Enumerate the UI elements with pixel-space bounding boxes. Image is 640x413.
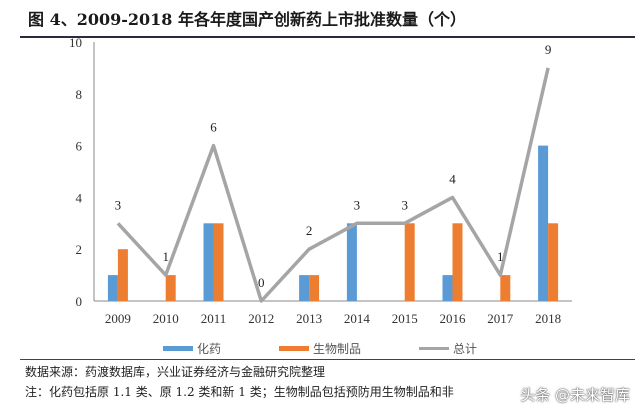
total-data-label: 6	[210, 120, 217, 135]
total-data-label: 0	[258, 275, 265, 290]
x-tick-label: 2015	[392, 311, 418, 326]
bar-chem	[299, 275, 310, 301]
legend-item-bio: 生物制品	[278, 340, 361, 357]
total-data-label: 1	[497, 249, 504, 264]
total-data-label: 3	[115, 197, 122, 212]
x-tick-label: 2017	[487, 311, 514, 326]
source-note: 数据来源：药渡数据库，兴业证券经济与金融研究院整理	[25, 365, 326, 379]
footnote: 注：化药包括原 1.1 类、原 1.2 类和新 1 类；生物制品包括预防用生物制…	[25, 385, 454, 399]
legend-label: 化药	[196, 342, 221, 356]
x-tick-label: 2018	[535, 311, 561, 326]
bar-bio	[548, 223, 559, 301]
y-tick-label: 10	[69, 35, 82, 50]
bar-bio	[309, 275, 320, 301]
total-data-label: 3	[354, 197, 361, 212]
total-line	[116, 67, 550, 303]
total-data-label: 1	[162, 249, 169, 264]
y-tick-label: 8	[76, 87, 83, 102]
legend-label: 生物制品	[312, 342, 361, 356]
legend-item-total: 总计	[419, 340, 477, 357]
x-tick-label: 2010	[153, 311, 179, 326]
bar-chem	[346, 223, 357, 301]
legend-label: 总计	[453, 342, 478, 356]
total-data-label: 4	[449, 171, 456, 186]
bar-bio	[117, 249, 128, 301]
total-data-label: 2	[306, 223, 313, 238]
bar-chem	[538, 145, 549, 301]
legend-swatch	[278, 346, 309, 351]
bar-bio	[404, 223, 415, 301]
legend: 化药 生物制品 总计	[0, 340, 640, 357]
x-tick-label: 2011	[201, 311, 227, 326]
y-tick-label: 2	[76, 242, 83, 257]
bar-bio	[452, 223, 463, 301]
legend-item-chem: 化药	[162, 340, 221, 357]
figure-title: 图 4、2009-2018 年各年度国产创新药上市批准数量（个）	[28, 10, 466, 29]
total-data-label: 3	[401, 197, 408, 212]
x-tick-label: 2016	[440, 311, 467, 326]
footer-divider	[20, 359, 635, 360]
watermark: 头条 @未来智库	[520, 386, 630, 404]
legend-swatch	[162, 346, 193, 351]
bar-bio	[500, 275, 511, 301]
bar-bio	[165, 275, 176, 301]
bar-chem	[107, 275, 118, 301]
title-divider	[20, 36, 635, 38]
y-tick-label: 0	[76, 294, 83, 309]
bar-chem	[203, 223, 214, 301]
bar-bio	[213, 223, 224, 301]
x-tick-label: 2012	[248, 311, 274, 326]
y-tick-label: 6	[76, 139, 83, 154]
bar-chem	[442, 275, 453, 301]
legend-swatch	[419, 347, 449, 350]
x-tick-label: 2014	[344, 311, 371, 326]
total-data-label: 9	[545, 42, 552, 57]
y-tick-label: 4	[76, 190, 83, 205]
x-tick-label: 2009	[105, 311, 131, 326]
x-tick-label: 2013	[296, 311, 322, 326]
